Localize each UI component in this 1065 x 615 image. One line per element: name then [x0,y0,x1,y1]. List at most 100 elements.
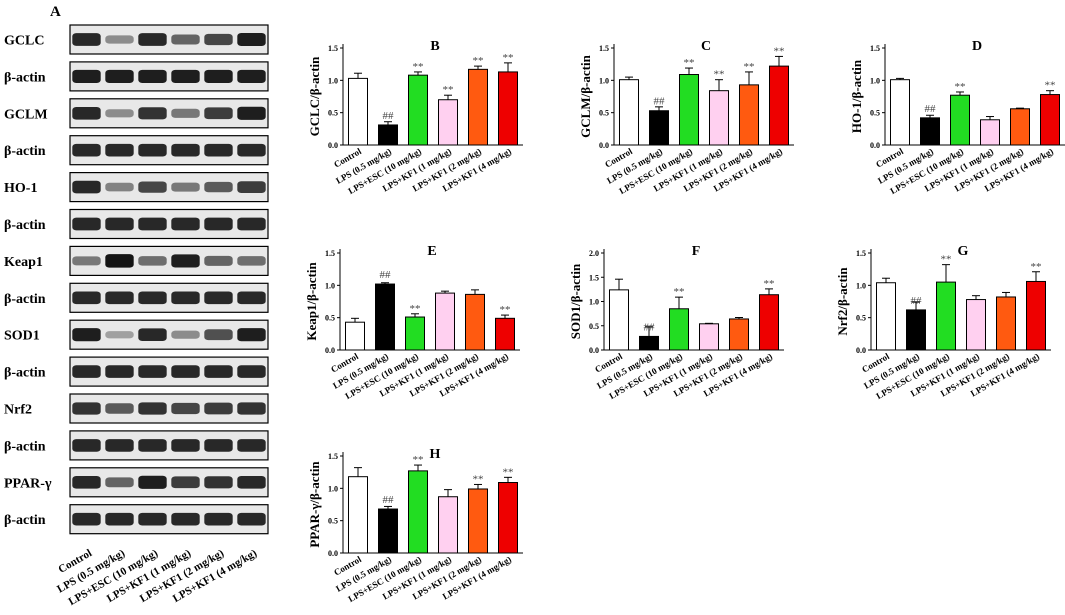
panel-a-label: A [50,4,61,20]
blot-row: β-actin [4,282,269,313]
blot-band [237,512,266,526]
blot-frame [69,504,269,535]
y-axis-label: PPAR-γ/β-actin [307,461,322,548]
bar [345,321,365,351]
blot-frame [69,24,269,55]
y-axis-label: GCLC/β-actin [307,56,322,137]
blot-band [138,365,167,378]
panel-label: H [430,447,441,462]
bar [408,74,428,146]
significance-label: ** [1045,80,1056,92]
blot-band [72,256,101,266]
blot-label: GCLC [4,34,44,49]
blot-row: GCLM [4,98,269,129]
significance-label: ## [911,295,923,307]
blot-band [72,33,101,46]
y-tick-label: 1.0 [856,281,866,290]
significance-label: ** [473,55,484,67]
bar [679,74,699,146]
y-tick-label: 1.5 [599,44,609,53]
bar [465,293,485,351]
bar [408,470,428,554]
bar [498,482,518,554]
blot-band [138,256,167,266]
blot-band [237,365,266,378]
blot-frame [69,172,269,203]
blot-row: β-actin [4,135,269,166]
blot-band [204,69,233,83]
y-tick-label: 1.5 [856,249,866,258]
blot-band [171,365,200,378]
blot-band [237,291,266,305]
significance-label: ** [744,61,755,73]
bar [348,77,368,146]
y-tick-label: 1.5 [328,44,338,53]
y-tick-label: 0.5 [328,517,338,526]
blot-band [237,181,266,193]
blot-band [105,109,134,118]
blot-label: HO-1 [4,181,37,196]
significance-label: ## [654,96,666,108]
blot-band [105,143,134,157]
bar [1040,94,1060,146]
bar [759,294,779,351]
blot-band [72,106,101,120]
blot-band [105,182,134,192]
blot-label: β-actin [4,144,46,159]
significance-label: ## [380,269,392,281]
bar [498,71,518,146]
blot-band [171,512,200,526]
blot-band [204,33,233,46]
significance-label: ** [674,286,685,298]
blot-frame [69,98,269,129]
bar [876,282,896,351]
panel-label: B [430,39,439,54]
y-axis-label: Keap1/β-actin [304,262,319,341]
blot-band [237,143,266,157]
y-tick-label: 0.5 [325,314,335,323]
blot-label: Keap1 [4,255,43,270]
blot-label: GCLM [4,107,48,122]
blot-row: GCLC [4,24,269,55]
bar [996,296,1016,351]
blot-frame [69,356,269,387]
blot-band [237,217,266,231]
blot-band [237,256,266,266]
blot-row: β-actin [4,430,269,461]
y-axis-label: HO-1/β-actin [849,59,864,133]
blot-band [138,181,167,193]
blot-band [138,291,167,305]
blot-frame [69,245,269,276]
blot-label: β-actin [4,70,46,85]
blot-band [105,217,134,231]
blot-frame [69,430,269,461]
significance-label: ** [955,81,966,93]
blot-row: β-actin [4,356,269,387]
blot-band [171,402,200,415]
blot-band [72,180,101,194]
blot-frame [69,135,269,166]
y-tick-label: 0.5 [599,109,609,118]
blot-band [204,217,233,231]
blot-band [171,476,200,489]
y-tick-label: 0.0 [325,346,335,355]
panel-label: C [701,39,711,54]
blot-row: SOD1 [4,319,269,350]
blot-band [138,107,167,120]
blot-row: β-actin [4,504,269,535]
y-tick-label: 0.5 [328,109,338,118]
blot-frame [69,208,269,240]
blot-label: Nrf2 [4,403,32,418]
blot-band [204,291,233,305]
y-tick-label: 0.0 [856,346,866,355]
bar [699,323,719,351]
significance-label: ** [503,52,514,64]
blot-band [105,69,134,83]
bar [375,283,395,351]
panel-label: F [692,244,701,259]
y-tick-label: 1.0 [328,76,338,85]
blot-band [105,439,134,452]
blot-frame [69,393,269,424]
